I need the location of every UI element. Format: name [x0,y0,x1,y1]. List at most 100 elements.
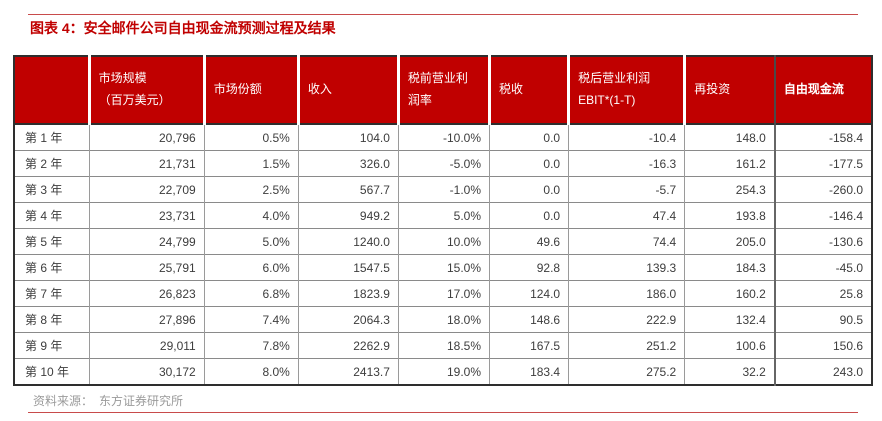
table-header-row: 市场规模 （百万美元） 市场份额 收入 税前营业利 润率 税收 税后营业利润 EBIT*(1-T… [14,56,872,124]
cell-market_size: 20,796 [88,123,205,151]
cell-after_tax_profit: 275.2 [568,358,685,385]
table-row: 第 5 年 24,799 5.0% 1240.0 10.0% 49.6 74.4 205.0-… [14,228,872,255]
col-header-year [14,56,90,124]
cell-reinvestment: 161.2 [684,150,775,177]
cell-after_tax_profit: -10.4 [568,123,685,151]
table-row: 第 9 年 29,011 7.8% 2262.9 18.5% 167.5 251.2 100.… [14,332,872,359]
cell-reinvestment: 184.3 [684,254,775,281]
table-row: 第 8 年 27,896 7.4% 2064.3 18.0% 148.6 222.9 132.… [14,306,872,333]
row-label-year: 第 3 年 [14,176,90,203]
cell-reinvestment: 32.2 [684,358,775,385]
fcf-forecast-table: 市场规模 （百万美元） 市场份额 收入 税前营业利 润率 税收 税后营业利润 EBIT*(1-T… [13,55,873,386]
cell-after_tax_profit: 251.2 [568,332,685,359]
cell-fcf: -177.5 [773,150,872,177]
col-header-tax: 税收 [488,56,569,124]
cell-fcf: 150.6 [773,332,872,359]
cell-market_share: 8.0% [203,358,299,385]
row-label-year: 第 10 年 [14,358,90,385]
cell-market_share: 7.8% [203,332,299,359]
cell-fcf: -158.4 [773,123,872,151]
cell-revenue: 1823.9 [297,280,399,307]
col-header-pretax_margin: 税前营业利 润率 [396,56,490,124]
cell-pretax_margin: 18.5% [397,332,490,359]
cell-after_tax_profit: 47.4 [568,202,685,229]
cell-market_size: 24,799 [88,228,205,255]
cell-revenue: 326.0 [297,150,399,177]
cell-after_tax_profit: 186.0 [568,280,685,307]
row-label-year: 第 9 年 [14,332,90,359]
cell-after_tax_profit: 222.9 [568,306,685,333]
cell-tax: 0.0 [489,176,569,203]
cell-pretax_margin: 15.0% [397,254,490,281]
cell-after_tax_profit: -5.7 [568,176,685,203]
cell-fcf: 25.8 [773,280,872,307]
top-rule [28,14,858,15]
table-row: 第 10 年 30,172 8.0% 2413.7 19.0% 183.4 275.2 32.… [14,358,872,385]
cell-pretax_margin: -5.0% [397,150,490,177]
col-header-after_tax_profit: 税后营业利润 EBIT*(1-T) [567,56,685,124]
col-header-revenue: 收入 [296,56,399,124]
cell-market_size: 30,172 [88,358,205,385]
cell-reinvestment: 205.0 [684,228,775,255]
cell-tax: 167.5 [489,332,569,359]
cell-after_tax_profit: -16.3 [568,150,685,177]
cell-market_size: 23,731 [88,202,205,229]
cell-market_share: 5.0% [203,228,299,255]
cell-revenue: 1240.0 [297,228,399,255]
cell-market_size: 27,896 [88,306,205,333]
cell-tax: 0.0 [489,150,569,177]
table-row: 第 2 年 21,731 1.5% 326.0 -5.0% 0.0 -16.3 161.2 -1… [14,150,872,177]
row-label-year: 第 1 年 [14,123,90,151]
col-header-fcf: 自由现金流 [773,56,872,124]
table-row: 第 3 年 22,709 2.5% 567.7 -1.0% 0.0 -5.7 254.3 -26… [14,176,872,203]
cell-revenue: 104.0 [297,123,399,151]
cell-reinvestment: 148.0 [684,123,775,151]
cell-reinvestment: 132.4 [684,306,775,333]
cell-pretax_margin: 5.0% [397,202,490,229]
cell-market_size: 26,823 [88,280,205,307]
source-label: 资料来源： [33,394,94,408]
cell-market_size: 25,791 [88,254,205,281]
table-row: 第 6 年 25,791 6.0% 1547.5 15.0% 92.8 139.3 184.3… [14,254,872,281]
cell-revenue: 2413.7 [297,358,399,385]
col-header-reinvestment: 再投资 [683,56,775,124]
cell-market_share: 1.5% [203,150,299,177]
cell-after_tax_profit: 74.4 [568,228,685,255]
row-label-year: 第 4 年 [14,202,90,229]
figure-title: 图表 4：安全邮件公司自由现金流预测过程及结果 [30,20,336,36]
col-header-market_size: 市场规模 （百万美元） [87,56,205,124]
row-label-year: 第 8 年 [14,306,90,333]
cell-revenue: 1547.5 [297,254,399,281]
cell-pretax_margin: 19.0% [397,358,490,385]
cell-revenue: 2262.9 [297,332,399,359]
cell-reinvestment: 160.2 [684,280,775,307]
cell-market_share: 7.4% [203,306,299,333]
cell-pretax_margin: 17.0% [397,280,490,307]
row-label-year: 第 5 年 [14,228,90,255]
cell-market_share: 2.5% [203,176,299,203]
cell-market_size: 21,731 [88,150,205,177]
cell-tax: 92.8 [489,254,569,281]
cell-fcf: 243.0 [773,358,872,385]
cell-revenue: 567.7 [297,176,399,203]
table-row: 第 1 年 20,796 0.5% 104.0 -10.0% 0.0 -10.4 148.0-… [14,123,872,151]
cell-market_size: 29,011 [88,332,205,359]
cell-tax: 124.0 [489,280,569,307]
row-label-year: 第 6 年 [14,254,90,281]
cell-tax: 0.0 [489,123,569,151]
cell-revenue: 2064.3 [297,306,399,333]
cell-pretax_margin: 10.0% [397,228,490,255]
table-body: 第 1 年 20,796 0.5% 104.0 -10.0% 0.0 -10.4 148.0-… [14,123,872,385]
cell-tax: 49.6 [489,228,569,255]
cell-tax: 0.0 [489,202,569,229]
cell-fcf: -130.6 [773,228,872,255]
source-line: 资料来源： 东方证券研究所 [33,392,183,409]
cell-pretax_margin: 18.0% [397,306,490,333]
table-row: 第 4 年 23,731 4.0% 949.2 5.0% 0.0 47.4 193.8 -146… [14,202,872,229]
row-label-year: 第 7 年 [14,280,90,307]
cell-fcf: -146.4 [773,202,872,229]
cell-after_tax_profit: 139.3 [568,254,685,281]
cell-reinvestment: 100.6 [684,332,775,359]
cell-revenue: 949.2 [297,202,399,229]
table-header: 市场规模 （百万美元） 市场份额 收入 税前营业利 润率 税收 税后营业利润 EBIT*(1-T… [14,56,872,124]
